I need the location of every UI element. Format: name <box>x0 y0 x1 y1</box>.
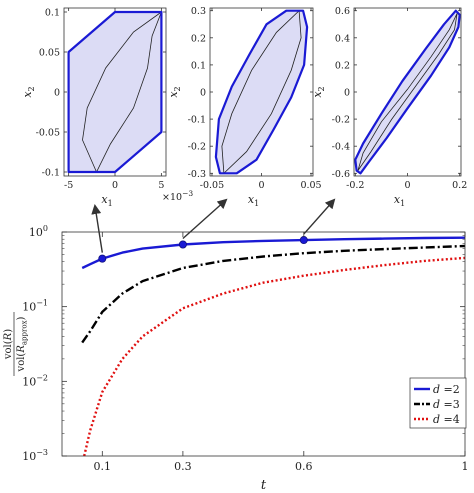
x-tick-label: -0.2 <box>346 180 364 191</box>
y-tick-label: -0.3 <box>188 169 206 180</box>
x-tick-label: 5 <box>158 180 164 191</box>
inset-arrow-1 <box>91 204 103 253</box>
y-tick-label: 0.2 <box>335 60 350 71</box>
y-tick-label: -0.05 <box>36 128 60 139</box>
x-axis-exponent: ×10−3 <box>162 189 193 203</box>
series-marker <box>299 236 308 245</box>
y-tick-label: -0.6 <box>332 169 350 180</box>
y-tick-label: 0.3 <box>191 6 206 17</box>
approx-reachable-set-outline <box>214 9 309 175</box>
series-marker <box>98 254 107 263</box>
y-tick-label: 0.4 <box>335 33 350 44</box>
y-tick-label: -0.4 <box>332 142 350 153</box>
inset-plot-3: -0.2 0 0.2 -0.6 -0.4 -0.2 0 0.2 0.4 0.6 x1 x2 <box>311 6 467 208</box>
y-axis-label: x2 <box>21 86 36 97</box>
legend-label-d2: d =2 <box>433 383 460 396</box>
y-tick-label: 0.05 <box>39 48 60 59</box>
series-line-d4 <box>83 256 466 457</box>
x-axis-label: x1 <box>101 193 112 208</box>
series-line-d3 <box>81 244 466 344</box>
y-label-numerator: vol(R) <box>3 329 14 360</box>
inset-plot-2: -0.05 0 0.05 -0.3 -0.2 -0.1 0 0.1 0.2 0.3 x1 x2 <box>167 6 322 208</box>
y-tick-label: 0.1 <box>191 60 206 71</box>
x-tick-label: 0.3 <box>174 460 192 473</box>
x-tick-label: -0.05 <box>200 180 224 191</box>
reachable-set-fill <box>68 12 162 172</box>
legend: d =2 d =3 d =4 <box>409 377 467 429</box>
y-tick-label: -0.2 <box>188 142 206 153</box>
legend-label-d4: d =4 <box>433 413 460 426</box>
x-tick-label: 1 <box>462 460 469 473</box>
y-tick-label: 100 <box>29 224 48 239</box>
legend-label-d3: d =3 <box>433 398 460 411</box>
x-tick-label: -5 <box>64 180 73 191</box>
plot-area <box>62 232 465 456</box>
y-label-denominator: vol(Rapprox) <box>16 316 29 372</box>
y-tick-label: 10−1 <box>22 299 48 314</box>
y-axis-label: x2 <box>167 86 182 97</box>
y-axis-label: x2 <box>311 86 326 97</box>
inset-arrow-3 <box>303 198 336 235</box>
inset-plots: -5 0 5 -0.1 -0.05 0 0.05 0.1 x1 x2 ×10−3 -0.05 0 0.05… <box>21 6 467 208</box>
inset-arrows <box>91 198 336 253</box>
x-tick-label: 0 <box>404 180 410 191</box>
series-marker <box>178 240 187 249</box>
y-tick-label: 10−2 <box>22 373 48 388</box>
approx-reachable-set-outline <box>354 9 461 175</box>
x-axis-label: t <box>261 478 267 493</box>
y-tick-label: -0.2 <box>332 115 350 126</box>
y-tick-label: -0.1 <box>42 168 60 179</box>
x-axis-label: x1 <box>394 193 405 208</box>
y-tick-label: 0 <box>200 88 206 99</box>
y-tick-label: -0.1 <box>188 115 206 126</box>
x-tick-label: 0.2 <box>452 180 467 191</box>
x-tick-label: 0 <box>258 180 264 191</box>
approx-reachable-set-outline <box>67 10 163 174</box>
inset-arrow-2 <box>182 198 228 240</box>
main-axes-box <box>61 231 466 457</box>
y-tick-label: 0.1 <box>45 8 60 19</box>
x-axis-label: x1 <box>248 193 259 208</box>
y-tick-label: 0 <box>344 88 350 99</box>
y-tick-label: 10−3 <box>22 448 48 463</box>
main-plot: 10−3 10−2 10−1 100 0.1 0.3 0.6 1 t vol(R)vol(Rapp… <box>3 224 469 493</box>
inset-plot-1: -5 0 5 -0.1 -0.05 0 0.05 0.1 x1 x2 ×10−3 <box>21 8 193 209</box>
x-tick-label: 0.6 <box>295 460 313 473</box>
y-tick-label: 0.2 <box>191 33 206 44</box>
y-tick-label: 0.6 <box>335 6 350 17</box>
x-tick-label: 0 <box>112 180 118 191</box>
reachable-set-fill <box>215 10 308 174</box>
y-axis-label: vol(R)vol(Rapprox) <box>3 312 29 376</box>
y-tick-label: 0 <box>54 88 60 99</box>
reachable-set-fill <box>355 10 460 174</box>
x-tick-label: 0.1 <box>94 460 112 473</box>
x-tick-label: 0.05 <box>300 180 321 191</box>
